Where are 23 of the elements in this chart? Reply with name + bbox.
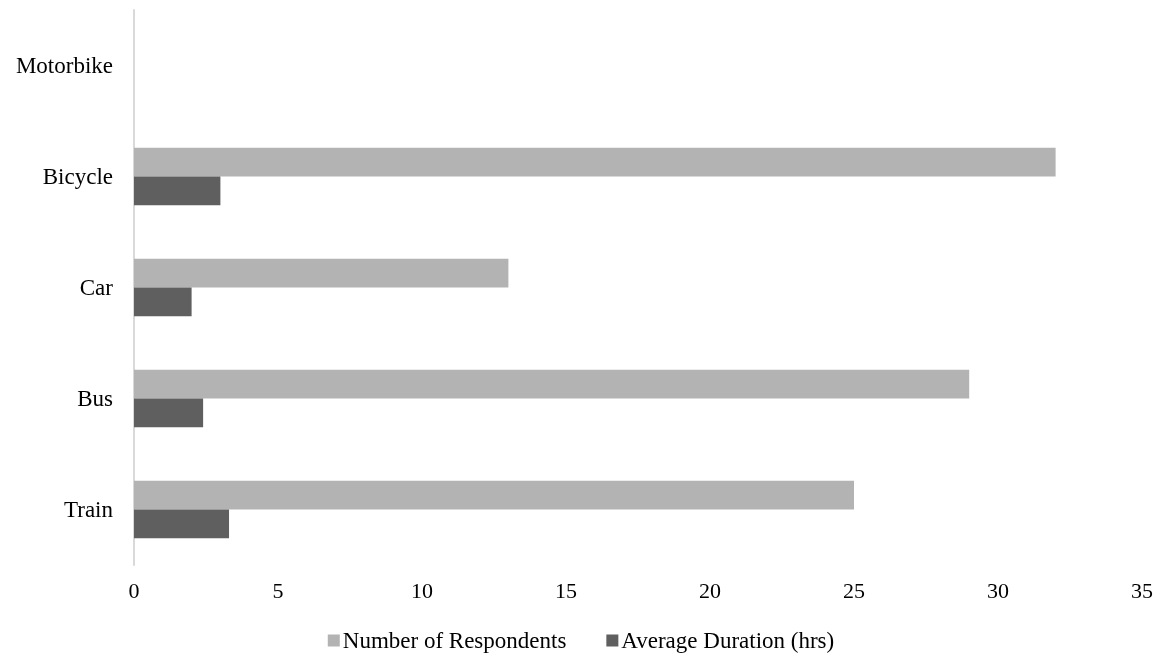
bar [134, 369, 970, 399]
y-tick-label: Motorbike [15, 53, 113, 78]
x-tick-label: 25 [843, 577, 865, 603]
x-tick-label: 30 [987, 577, 1009, 603]
x-tick-label: 20 [699, 577, 721, 603]
bar [134, 509, 230, 539]
x-tick-label: 5 [272, 577, 284, 603]
bar [134, 398, 204, 428]
y-tick-label: Train [64, 497, 114, 522]
bar [134, 258, 509, 288]
bar [134, 147, 1056, 177]
bar [134, 480, 854, 510]
bar [134, 176, 221, 206]
x-tick-label: 35 [1131, 577, 1153, 603]
y-tick-label: Bus [77, 386, 114, 411]
x-tick-label: 15 [555, 577, 577, 603]
legend-label: Average Duration (hrs) [621, 628, 835, 653]
bar [134, 287, 192, 317]
y-tick-label: Car [79, 275, 114, 300]
legend-label: Number of Respondents [342, 628, 567, 653]
x-tick-label: 0 [128, 577, 140, 603]
x-tick-label: 10 [411, 577, 433, 603]
y-tick-label: Bicycle [42, 164, 113, 189]
